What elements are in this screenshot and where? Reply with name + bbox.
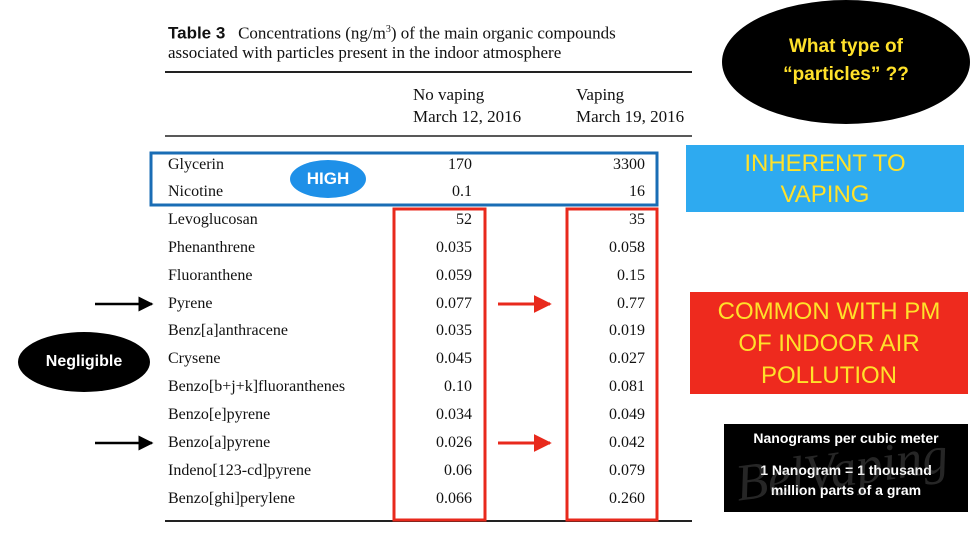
title: Concentrations (ng/m xyxy=(238,23,386,43)
units: Nanograms per cubic meter 1 Nanogram = 1 … xyxy=(724,428,968,500)
vaping-value: 35 xyxy=(629,211,645,228)
vaping-value: 0.15 xyxy=(617,267,645,284)
common: COMMON WITH PM OF INDOOR AIR POLLUTION xyxy=(690,296,968,392)
no-vaping-value: 0.035 xyxy=(436,239,472,256)
compound: Crysene xyxy=(168,350,221,367)
high: HIGH xyxy=(306,169,350,188)
table-title: Table 3 Concentrations (ng/m3) of the ma… xyxy=(168,20,616,44)
line: OF INDOOR AIR xyxy=(738,330,920,357)
compound: Levoglucosan xyxy=(168,211,258,228)
table-title: associated with particles present in the… xyxy=(168,43,562,62)
common-box xyxy=(690,292,968,394)
column-header: No vaping xyxy=(413,85,485,104)
no-vaping-value: 52 xyxy=(456,211,472,228)
compound: Phenanthrene xyxy=(168,239,256,256)
vaping-value: 0.027 xyxy=(609,350,645,367)
vaping-value: 0.049 xyxy=(609,406,645,423)
line: million parts of a gram xyxy=(770,482,922,498)
line: VAPING xyxy=(780,181,870,208)
vaping-value: 16 xyxy=(629,183,645,200)
compound: Benzo[a]pyrene xyxy=(168,434,271,451)
vaping-value: 0.058 xyxy=(609,239,645,256)
column-header: March 19, 2016 xyxy=(576,107,685,126)
compound: Pyrene xyxy=(168,295,213,312)
question: What type of “particles” ?? xyxy=(726,33,966,89)
high-box xyxy=(149,151,659,207)
column-header: Vaping xyxy=(576,85,625,104)
inherent: INHERENT TO VAPING xyxy=(686,148,964,210)
compound: Fluoranthene xyxy=(168,267,253,284)
vaping-value: 0.042 xyxy=(609,434,645,451)
vaping-value: 0.081 xyxy=(609,378,645,395)
vaping-value: 3300 xyxy=(613,156,645,173)
high-badge xyxy=(290,160,366,198)
compound: Benzo[e]pyrene xyxy=(168,406,271,423)
no-vaping-value: 0.026 xyxy=(436,434,472,451)
line: What type of xyxy=(789,36,903,57)
vaping-value: 0.77 xyxy=(617,295,645,312)
no-vaping-value: 0.06 xyxy=(444,462,472,479)
inherent-box xyxy=(686,145,964,212)
title: ) of the main organic compounds xyxy=(390,23,616,43)
title-sup: 3 xyxy=(385,24,391,35)
line: 1 Nanogram = 1 thousand xyxy=(760,462,932,478)
negligible: Negligible xyxy=(45,353,123,370)
vaping-value: 0.260 xyxy=(609,490,645,507)
question-bubble xyxy=(722,0,970,124)
table-label: Table 3 xyxy=(168,23,226,43)
no-vaping-value: 0.1 xyxy=(452,183,472,200)
line: POLLUTION xyxy=(760,362,898,389)
units-box xyxy=(724,424,968,512)
no-vaping-value: 0.077 xyxy=(436,295,472,312)
compound: Glycerin xyxy=(168,156,224,173)
vaping-value: 0.079 xyxy=(609,462,645,479)
line: INHERENT TO xyxy=(744,150,906,177)
no-vaping-value: 0.059 xyxy=(436,267,472,284)
compound: Indeno[123-cd]pyrene xyxy=(168,462,312,479)
no-vaping-value: 0.035 xyxy=(436,322,472,339)
no-vaping-value: 170 xyxy=(448,156,472,173)
column-header: March 12, 2016 xyxy=(413,107,522,126)
compound: Benzo[b+j+k]fluoranthenes xyxy=(168,378,346,395)
line: “particles” ?? xyxy=(783,64,909,85)
no-vaping-value: 0.045 xyxy=(436,350,472,367)
compound: Nicotine xyxy=(168,183,224,200)
red-box xyxy=(565,207,659,522)
compound: Benzo[ghi]perylene xyxy=(168,490,296,507)
no-vaping-value: 0.034 xyxy=(436,406,472,423)
vaping-value: 0.019 xyxy=(609,322,645,339)
no-vaping-value: 0.066 xyxy=(436,490,472,507)
line: Nanograms per cubic meter xyxy=(753,430,939,446)
red-box xyxy=(392,207,487,522)
compound: Benz[a]anthracene xyxy=(168,322,288,339)
no-vaping-value: 0.10 xyxy=(444,378,472,395)
line: COMMON WITH PM xyxy=(717,298,941,325)
negligible-bubble xyxy=(18,332,150,392)
